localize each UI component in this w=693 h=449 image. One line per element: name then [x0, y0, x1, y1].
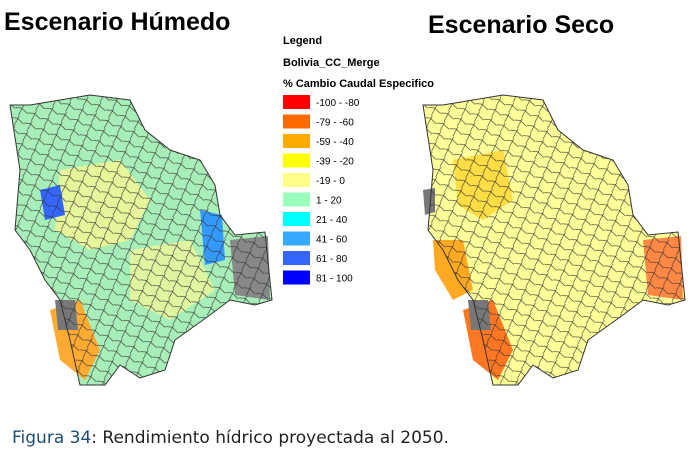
- legend-swatch: [283, 231, 310, 246]
- map-humedo: [9, 94, 273, 386]
- legend-label: 41 - 60: [316, 235, 348, 246]
- caption: Figura 34: Rendimiento hídrico proyectad…: [12, 428, 449, 448]
- legend-label: -59 - -40: [316, 137, 354, 148]
- map-seco: [422, 94, 686, 386]
- legend-swatch: [283, 270, 310, 285]
- legend-swatch: [283, 173, 310, 187]
- legend-swatch: [283, 134, 310, 148]
- legend-swatch: [283, 153, 310, 168]
- legend-label: 61 - 80: [316, 254, 348, 265]
- legend-swatch: [283, 251, 310, 265]
- legend-swatch: [283, 192, 310, 207]
- legend-label: -100 - -80: [316, 98, 360, 109]
- legend: Legend Bolivia_CC_Merge % Cambio Caudal …: [283, 35, 434, 285]
- legend-label: 1 - 20: [316, 196, 342, 207]
- legend-swatch: [283, 212, 310, 226]
- legend-layer: Bolivia_CC_Merge: [283, 57, 380, 69]
- map-title: Escenario Húmedo: [4, 8, 230, 36]
- caption-text: : Rendimiento hídrico proyectada al 2050…: [91, 428, 449, 448]
- legend-title: Legend: [283, 35, 322, 47]
- caption-label: Figura 34: [12, 428, 91, 448]
- legend-label: -19 - 0: [316, 176, 345, 187]
- legend-label: -39 - -20: [316, 157, 354, 168]
- legend-label: 21 - 40: [316, 215, 348, 226]
- legend-swatch: [283, 95, 310, 109]
- legend-field: % Cambio Caudal Especifico: [283, 78, 434, 90]
- map-title: Escenario Seco: [428, 11, 614, 39]
- legend-swatch: [283, 114, 310, 129]
- legend-label: -79 - -60: [316, 118, 354, 129]
- legend-label: 81 - 100: [316, 274, 353, 285]
